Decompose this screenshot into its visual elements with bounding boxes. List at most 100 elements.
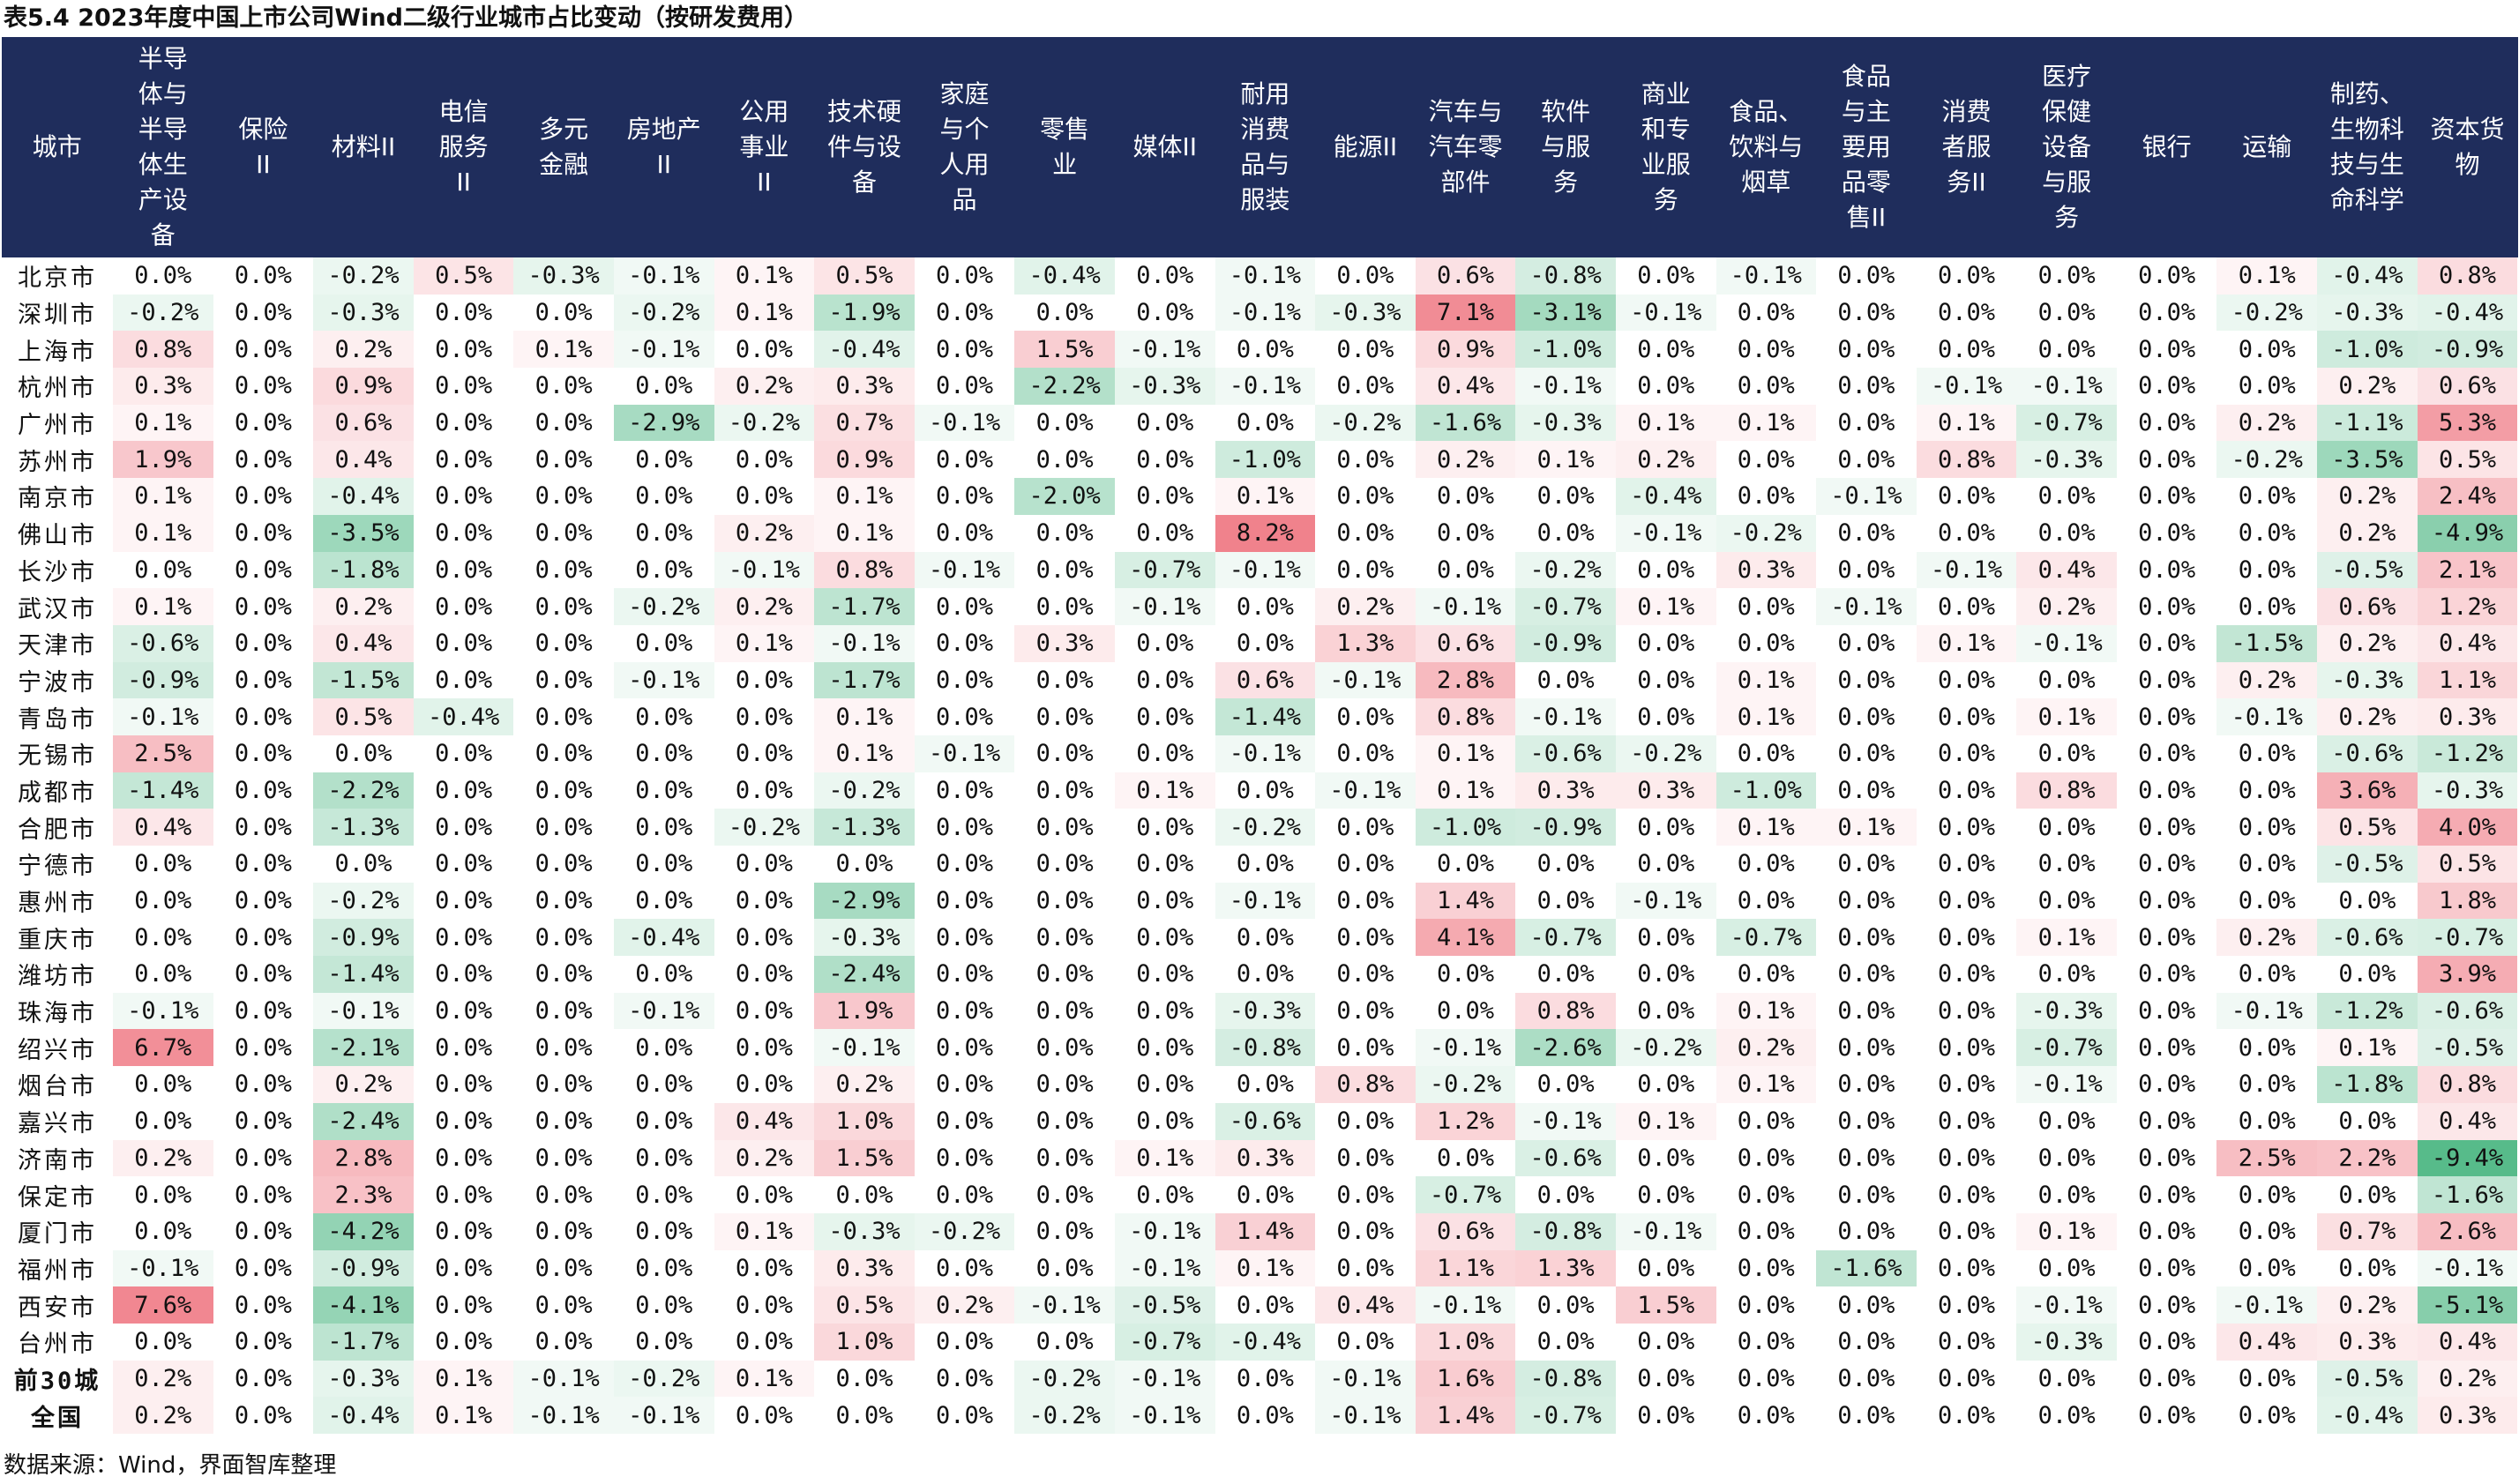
value-cell: 0.4% [113,809,213,846]
value-cell: 0.0% [513,1286,614,1324]
value-cell: 0.0% [714,1176,815,1213]
value-cell: 0.0% [714,1323,815,1361]
value-cell: -0.1% [1114,588,1215,625]
table-body: 北京市 0.0% 0.0% -0.2% 0.5% -0.3% -0.1% 0.1% 0.5% 0.… [2,257,2518,1434]
value-cell: 0.0% [2116,1176,2217,1213]
table-row: 杭州市 0.3% 0.0% 0.9% 0.0% 0.0% 0.0% 0.2% 0.3% 0.0% -… [2,368,2518,405]
value-cell: 0.0% [413,1102,514,1140]
value-cell: -5.1% [2417,1286,2518,1324]
value-cell: 0.0% [2116,588,2217,625]
value-cell: 0.0% [1114,846,1215,883]
value-cell: 0.0% [1515,478,1616,515]
value-cell: 0.2% [2216,919,2318,957]
value-cell: 0.0% [1215,404,1316,442]
value-cell: 0.0% [714,735,815,772]
value-cell: -0.6% [2317,735,2418,772]
value-cell: 0.0% [1415,551,1516,589]
value-cell: 0.0% [1415,514,1516,552]
value-cell: 0.0% [1816,772,1917,809]
value-cell: 0.0% [1816,956,1917,993]
value-cell: 0.0% [513,956,614,993]
city-cell: 成都市 [18,779,97,807]
value-cell: 0.0% [213,1139,314,1177]
value-cell: 0.0% [1215,624,1316,662]
value-cell: 0.3% [1615,772,1716,809]
table-row: 潍坊市 0.0% 0.0% -1.4% 0.0% 0.0% 0.0% 0.0% -2.4% 0.0… [2,956,2518,993]
value-cell: 0.0% [914,956,1015,993]
value-cell: 0.1% [814,735,915,772]
value-cell: 0.0% [1014,1029,1115,1067]
value-cell: -0.2% [814,772,915,809]
value-cell: 0.0% [2216,809,2318,846]
value-cell: 0.0% [1916,919,2017,957]
value-cell: 0.0% [1114,294,1215,332]
value-cell: -0.1% [1615,1212,1716,1250]
value-cell: 0.0% [2116,441,2217,479]
value-cell: 0.0% [413,441,514,479]
value-cell: 4.1% [1415,919,1516,957]
table-row: 长沙市 0.0% 0.0% -1.8% 0.0% 0.0% 0.0% -0.1% 0.8% -0.… [2,551,2518,589]
value-cell: 0.0% [213,772,314,809]
value-cell: 0.0% [1315,331,1416,369]
value-cell: -0.2% [613,1360,714,1398]
value-cell: 0.8% [113,331,213,369]
table-row: 福州市 -0.1% 0.0% -0.9% 0.0% 0.0% 0.0% 0.0% 0.3% 0.0… [2,1249,2518,1287]
value-cell: 0.8% [2417,1066,2518,1103]
value-cell: 0.0% [2016,331,2117,369]
value-cell: 0.0% [1916,882,2017,920]
value-cell: 0.0% [413,735,514,772]
value-cell: 0.0% [2016,1360,2117,1398]
value-cell: 0.0% [1715,478,1817,515]
value-cell: 0.6% [1415,257,1516,295]
value-cell: 0.0% [1916,772,2017,809]
value-cell: 0.0% [814,1176,915,1213]
value-cell: 0.2% [714,1139,815,1177]
value-cell: 0.0% [213,1286,314,1324]
value-cell: 0.0% [1014,992,1115,1030]
column-header: 汽车与 汽车零 部件 [1415,37,1516,257]
value-cell: 1.0% [814,1323,915,1361]
table-row: 重庆市 0.0% 0.0% -0.9% 0.0% 0.0% -0.4% 0.0% -0.3% 0.… [2,919,2518,957]
value-cell: 0.0% [914,257,1015,295]
value-cell: 0.0% [613,882,714,920]
table-row: 嘉兴市 0.0% 0.0% -2.4% 0.0% 0.0% 0.0% 0.4% 1.0% 0.0%… [2,1102,2518,1140]
value-cell: -0.2% [313,882,414,920]
value-cell: 0.0% [1315,846,1416,883]
value-cell: -0.1% [113,1249,213,1287]
value-cell: 0.0% [113,257,213,295]
city-cell: 无锡市 [18,742,97,771]
value-cell: 0.0% [513,624,614,662]
column-header: 制药、 生物科 技与生 命科学 [2317,37,2418,257]
value-cell: 0.0% [1615,698,1716,735]
value-cell: 0.0% [613,1212,714,1250]
value-cell: 0.0% [213,1212,314,1250]
value-cell: 0.0% [513,514,614,552]
value-cell: 0.0% [513,1176,614,1213]
value-cell: 0.0% [1215,331,1316,369]
table-row: 烟台市 0.0% 0.0% 0.2% 0.0% 0.0% 0.0% 0.0% 0.2% 0.0% 0… [2,1066,2518,1103]
value-cell: 0.0% [914,882,1015,920]
city-cell: 绍兴市 [18,1036,97,1064]
value-cell: 0.2% [2317,698,2418,735]
value-cell: 0.0% [914,624,1015,662]
table-row: 珠海市 -0.1% 0.0% -0.1% 0.0% 0.0% -0.1% 0.0% 1.9% 0.… [2,992,2518,1030]
value-cell: 0.0% [1916,1102,2017,1140]
value-cell: 0.0% [2116,331,2217,369]
value-cell: 0.0% [914,1029,1015,1067]
value-cell: 0.6% [2317,588,2418,625]
value-cell: -0.1% [914,551,1015,589]
value-cell: -0.3% [2317,661,2418,699]
value-cell: 0.0% [2016,956,2117,993]
value-cell: 0.0% [513,1249,614,1287]
value-cell: -3.1% [1515,294,1616,332]
value-cell: 0.0% [213,1249,314,1287]
value-cell: 0.0% [1315,1029,1416,1067]
value-cell: -0.1% [1615,514,1716,552]
value-cell: 0.0% [2317,1176,2418,1213]
value-cell: 0.0% [613,441,714,479]
value-cell: 0.0% [914,1176,1015,1213]
value-cell: 0.4% [2417,1323,2518,1361]
value-cell: -0.1% [2016,1286,2117,1324]
value-cell: 1.8% [2417,882,2518,920]
value-cell: 0.0% [2116,846,2217,883]
